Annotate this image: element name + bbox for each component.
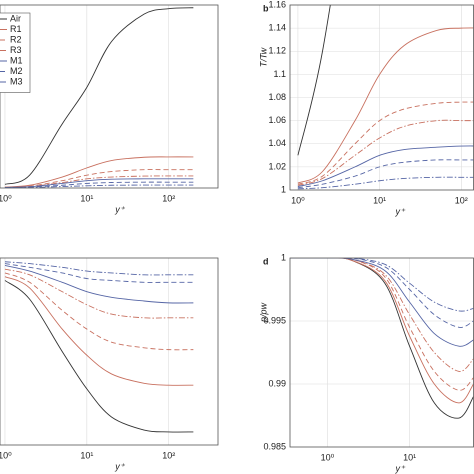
series-line bbox=[290, 258, 474, 391]
y-tick-label: 0.99 bbox=[268, 378, 286, 388]
x-tick-label: 10¹ bbox=[80, 450, 93, 460]
y-tick-label: 1.08 bbox=[268, 92, 286, 102]
y-tick-label: 1.06 bbox=[268, 115, 286, 125]
y-tick-label: 1.04 bbox=[268, 138, 286, 148]
y-tick-label: 0.995 bbox=[263, 315, 286, 325]
y-axis-label: p/pw bbox=[258, 302, 268, 323]
legend-label: R3 bbox=[10, 45, 22, 55]
y-tick-label: 1 bbox=[281, 184, 286, 194]
panel-label: d bbox=[263, 256, 269, 266]
x-axis-label: y⁺ bbox=[394, 206, 406, 216]
series-line bbox=[297, 27, 474, 184]
x-tick-label: 10⁰ bbox=[0, 193, 12, 203]
series-line bbox=[297, 176, 474, 190]
y-tick-label: 1.1 bbox=[273, 69, 286, 79]
x-tick-label: 10² bbox=[162, 193, 175, 203]
legend-label: M1 bbox=[10, 55, 23, 65]
series-line bbox=[4, 156, 194, 188]
legend-label: Air bbox=[10, 13, 21, 23]
y-tick-label: 1.12 bbox=[268, 46, 286, 56]
plot-area bbox=[4, 261, 194, 433]
y-axis-label: T/Tw bbox=[258, 47, 268, 67]
series-line bbox=[290, 258, 474, 372]
x-tick-label: 10¹ bbox=[80, 193, 93, 203]
x-tick-label: 10⁰ bbox=[0, 450, 12, 460]
x-axis-label: y⁺ bbox=[394, 463, 406, 473]
x-tick-label: 10² bbox=[455, 195, 468, 205]
x-tick-label: 10¹ bbox=[403, 452, 416, 462]
x-tick-label: 10⁰ bbox=[291, 195, 305, 205]
series-line bbox=[4, 7, 194, 185]
x-axis-label: y⁺ bbox=[114, 461, 126, 471]
legend-label: M2 bbox=[10, 66, 23, 76]
series-line bbox=[4, 276, 194, 386]
series-line bbox=[4, 265, 194, 304]
legend-label: M3 bbox=[10, 76, 23, 86]
series-line bbox=[4, 178, 194, 188]
series-line bbox=[297, 159, 474, 189]
series-line bbox=[4, 184, 194, 188]
plot-area bbox=[297, 5, 474, 190]
axes-frame bbox=[289, 257, 474, 448]
series-line bbox=[297, 119, 474, 186]
series-line bbox=[297, 101, 474, 185]
series-line bbox=[290, 258, 474, 419]
series-line bbox=[297, 5, 331, 156]
plot-area bbox=[290, 258, 474, 419]
x-axis-label: y⁺ bbox=[114, 204, 126, 214]
x-tick-label: 10² bbox=[162, 450, 175, 460]
legend-label: R1 bbox=[10, 24, 22, 34]
legend-box bbox=[0, 12, 31, 93]
series-line bbox=[4, 280, 194, 433]
legend-label: R2 bbox=[10, 34, 22, 44]
plot-area bbox=[4, 7, 194, 188]
axes-frame bbox=[0, 4, 219, 189]
series-line bbox=[4, 272, 194, 351]
y-tick-label: 1 bbox=[281, 252, 286, 262]
series-line bbox=[290, 258, 474, 328]
y-tick-label: 0.985 bbox=[263, 441, 286, 451]
y-tick-label: 1.16 bbox=[268, 0, 286, 9]
y-tick-label: 1.02 bbox=[268, 161, 286, 171]
panel: 10⁰ 10¹ 0.985 0.99 0.995 1 y⁺ p/pw d bbox=[258, 252, 474, 473]
axes-frame bbox=[0, 257, 219, 446]
panel: 10⁰ 10¹ 10² y⁺ bbox=[0, 257, 219, 471]
x-tick-label: 10⁰ bbox=[321, 452, 335, 462]
series-line bbox=[4, 261, 194, 276]
panel-label: b bbox=[263, 3, 269, 13]
series-line bbox=[4, 268, 194, 319]
series-line bbox=[297, 145, 474, 187]
series-line bbox=[4, 263, 194, 283]
y-tick-label: 1.14 bbox=[268, 23, 286, 33]
panel: 10⁰ 10¹ 10² 1 1.02 1.04 1.06 1.08 1.1 1.12 1.14 1.1… bbox=[258, 0, 474, 216]
x-tick-label: 10¹ bbox=[373, 195, 386, 205]
